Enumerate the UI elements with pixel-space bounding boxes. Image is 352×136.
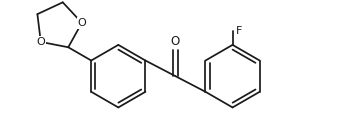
Text: O: O bbox=[36, 37, 45, 47]
Text: O: O bbox=[77, 18, 86, 28]
Text: F: F bbox=[235, 26, 242, 36]
Text: O: O bbox=[171, 35, 180, 48]
